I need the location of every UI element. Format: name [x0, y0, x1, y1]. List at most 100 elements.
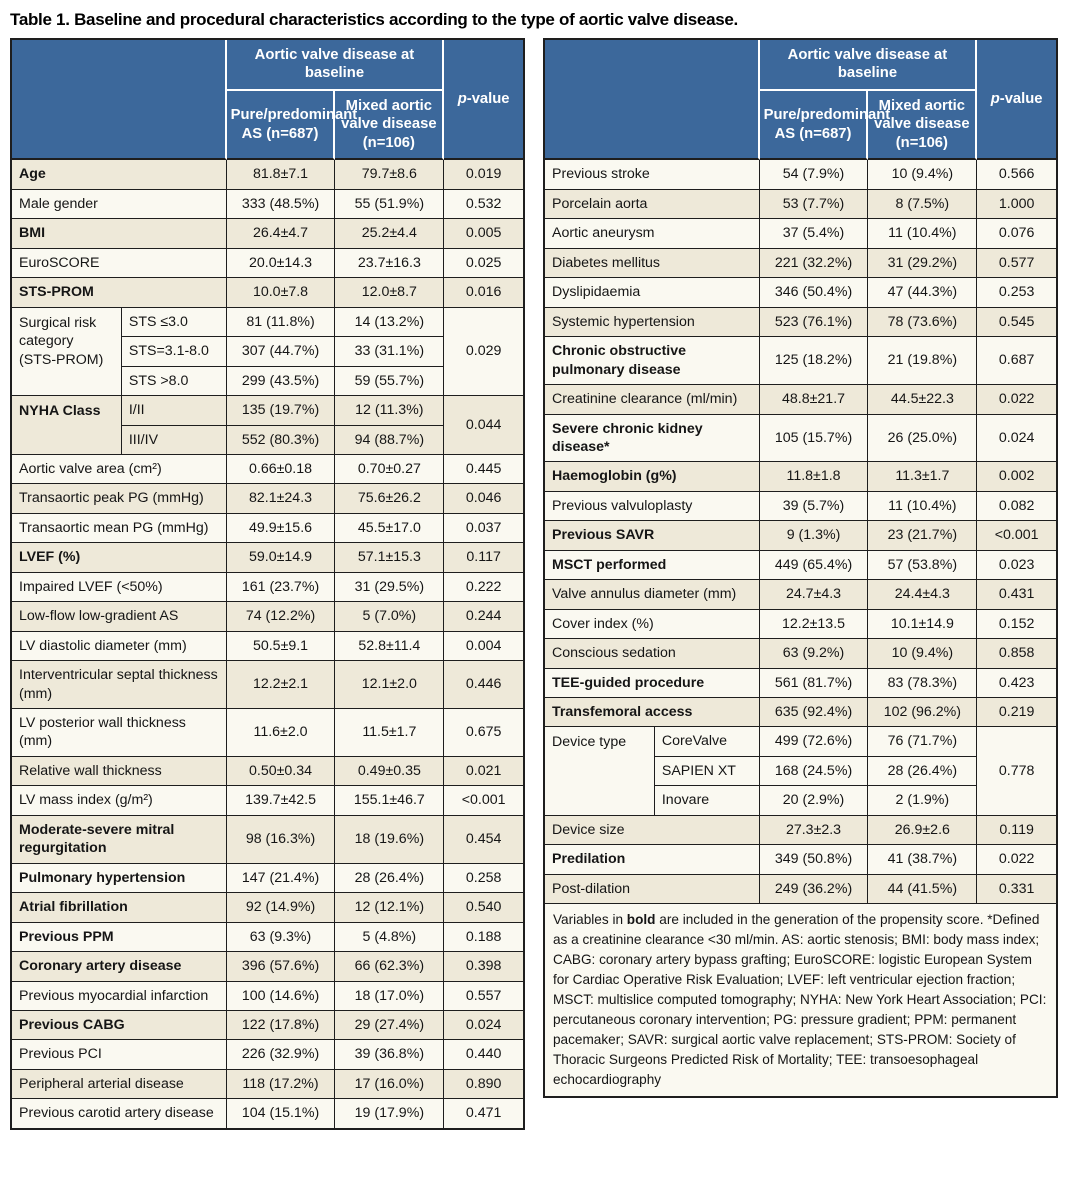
value-cell-pure: 299 (43.5%)	[226, 366, 336, 397]
table-row: Peripheral arterial disease 118 (17.2%) 17…	[12, 1069, 523, 1100]
table-row: Predilation 349 (50.8%) 41 (38.7%) 0.022	[545, 845, 1056, 875]
row-label: NYHA Class	[12, 396, 122, 455]
row-label: EuroSCORE	[12, 248, 227, 279]
table-header: Aortic valve disease at baseline p-value…	[545, 40, 1056, 161]
p-value-cell: 0.117	[444, 543, 523, 573]
value-cell-mixed: 31 (29.5%)	[335, 572, 445, 603]
table-row: Coronary artery disease 396 (57.6%) 66 (62…	[12, 952, 523, 982]
row-label: Systemic hypertension	[545, 307, 760, 338]
value-cell-pure: 81.8±7.1	[226, 160, 336, 190]
pure-as-header-cell: Pure/predominant AS (n=687)	[226, 90, 357, 161]
row-label: MSCT performed	[545, 550, 760, 581]
value-cell-pure: 122 (17.8%)	[226, 1011, 336, 1041]
row-label: Aortic aneurysm	[545, 219, 760, 249]
value-cell-pure: 50.5±9.1	[226, 631, 336, 662]
page: Table 1. Baseline and procedural charact…	[10, 10, 1058, 1130]
table-row: Transfemoral access 635 (92.4%) 102 (96.2%…	[545, 698, 1056, 728]
row-label: Transaortic peak PG (mmHg)	[12, 484, 227, 514]
table-row: STS-PROM 10.0±7.8 12.0±8.7 0.016	[12, 278, 523, 308]
value-cell-mixed: 12 (12.1%)	[335, 893, 445, 923]
value-cell-mixed: 5 (4.8%)	[335, 922, 445, 953]
table-row: Previous stroke 54 (7.9%) 10 (9.4%) 0.566	[545, 160, 1056, 190]
table-row: Systemic hypertension 523 (76.1%) 78 (73.6…	[545, 307, 1056, 338]
value-cell-mixed: 83 (78.3%)	[868, 668, 978, 699]
value-cell-mixed: 12.1±2.0	[335, 661, 445, 710]
value-cell-mixed: 59 (55.7%)	[335, 366, 445, 397]
table-row: STS >8.0 299 (43.5%) 59 (55.7%)	[12, 366, 523, 397]
value-cell-mixed: 26.9±2.6	[868, 815, 978, 846]
p-value-cell: 0.025	[444, 248, 523, 279]
sub-row-label: STS ≤3.0	[121, 307, 227, 338]
row-label: Haemoglobin (g%)	[545, 462, 760, 492]
value-cell-mixed: 12.0±8.7	[335, 278, 445, 308]
table-row: Previous valvuloplasty 39 (5.7%) 11 (10.4%…	[545, 491, 1056, 522]
baseline-table-right-grid: Aortic valve disease at baseline p-value…	[545, 40, 1056, 1096]
value-cell-mixed: 44.5±22.3	[868, 385, 978, 415]
value-cell-mixed: 0.70±0.27	[335, 454, 445, 485]
row-label: Surgical risk category (STS-PROM)	[12, 307, 122, 397]
value-cell-pure: 74 (12.2%)	[226, 602, 336, 632]
value-cell-mixed: 45.5±17.0	[335, 513, 445, 544]
row-label: LV diastolic diameter (mm)	[12, 631, 227, 662]
value-cell-pure: 349 (50.8%)	[759, 845, 869, 875]
table-row: STS=3.1-8.0 307 (44.7%) 33 (31.1%)	[12, 337, 523, 367]
row-label: LV posterior wall thickness (mm)	[12, 709, 227, 757]
p-value-cell: 0.244	[444, 602, 523, 632]
value-cell-mixed: 18 (19.6%)	[335, 815, 445, 864]
p-value-cell: 0.005	[444, 219, 523, 249]
row-label: Previous myocardial infarction	[12, 981, 227, 1012]
value-cell-pure: 0.66±0.18	[226, 454, 336, 485]
p-value-cell: 0.044	[444, 396, 523, 455]
value-cell-mixed: 24.4±4.3	[868, 580, 978, 610]
p-value-cell: 0.858	[977, 639, 1056, 669]
table-row: Dyslipidaemia 346 (50.4%) 47 (44.3%) 0.253	[545, 278, 1056, 308]
p-value-cell: 0.076	[977, 219, 1056, 249]
p-value-cell: 0.016	[444, 278, 523, 308]
row-label: BMI	[12, 219, 227, 249]
value-cell-mixed: 78 (73.6%)	[868, 307, 978, 338]
table-row: Aortic aneurysm 37 (5.4%) 11 (10.4%) 0.076	[545, 219, 1056, 249]
p-value-cell: 0.446	[444, 661, 523, 710]
value-cell-pure: 499 (72.6%)	[759, 727, 869, 757]
row-label: Dyslipidaemia	[545, 278, 760, 308]
value-cell-mixed: 102 (96.2%)	[868, 698, 978, 728]
value-cell-mixed: 33 (31.1%)	[335, 337, 445, 367]
table-row: Previous carotid artery disease 104 (15.1…	[12, 1099, 523, 1128]
value-cell-mixed: 11.3±1.7	[868, 462, 978, 492]
value-cell-pure: 396 (57.6%)	[226, 952, 336, 982]
p-value-header-cell: p-value	[977, 40, 1056, 161]
group-header-cell: Aortic valve disease at baseline	[759, 40, 978, 91]
value-cell-pure: 118 (17.2%)	[226, 1069, 336, 1100]
value-cell-mixed: 10 (9.4%)	[868, 639, 978, 669]
row-label: Diabetes mellitus	[545, 248, 760, 279]
p-value-cell: 0.545	[977, 307, 1056, 338]
sub-row-label: III/IV	[121, 425, 227, 455]
p-value-cell: 0.002	[977, 462, 1056, 492]
value-cell-pure: 82.1±24.3	[226, 484, 336, 514]
p-value-cell: 0.023	[977, 550, 1056, 581]
p-value-header-cell: p-value	[444, 40, 523, 161]
p-value-cell: 0.687	[977, 337, 1056, 386]
value-cell-pure: 135 (19.7%)	[226, 396, 336, 426]
value-cell-mixed: 23 (21.7%)	[868, 521, 978, 551]
row-label: Valve annulus diameter (mm)	[545, 580, 760, 610]
row-label: Male gender	[12, 189, 227, 220]
sub-row-label: SAPIEN XT	[654, 756, 760, 787]
value-cell-mixed: 155.1±46.7	[335, 786, 445, 816]
value-cell-pure: 0.50±0.34	[226, 756, 336, 787]
value-cell-mixed: 66 (62.3%)	[335, 952, 445, 982]
p-value-cell: 0.778	[977, 727, 1056, 816]
table-row: Age 81.8±7.1 79.7±8.6 0.019	[12, 160, 523, 190]
value-cell-pure: 168 (24.5%)	[759, 756, 869, 787]
p-value-cell: 0.557	[444, 981, 523, 1012]
table-row: Cover index (%) 12.2±13.5 10.1±14.9 0.152	[545, 609, 1056, 640]
value-cell-pure: 161 (23.7%)	[226, 572, 336, 603]
corner-header-cell	[12, 40, 227, 161]
table-footnote: Variables in bold are included in the ge…	[545, 904, 1056, 1096]
value-cell-pure: 449 (65.4%)	[759, 550, 869, 581]
table-row: Severe chronic kidney disease* 105 (15.7%…	[545, 414, 1056, 463]
header-row-group: Aortic valve disease at baseline p-value	[545, 40, 1056, 161]
row-label: Relative wall thickness	[12, 756, 227, 787]
header-row-sub: Pure/predominant AS (n=687) Mixed aortic…	[545, 90, 1056, 161]
p-rest: -value	[999, 90, 1043, 107]
